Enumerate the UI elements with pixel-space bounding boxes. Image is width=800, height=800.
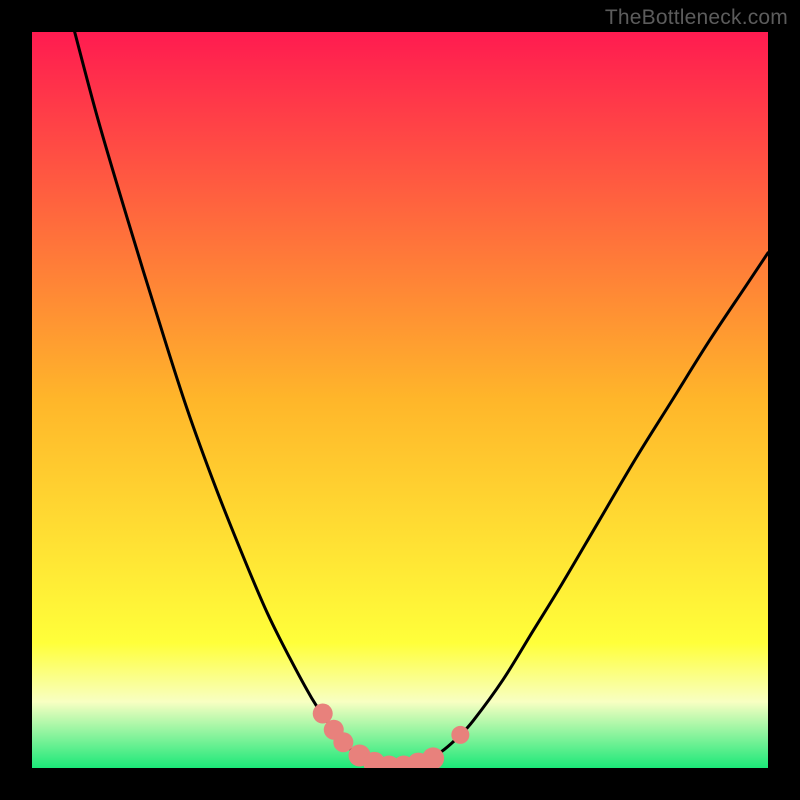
line-chart-svg: [32, 32, 768, 768]
marker-group: [313, 704, 470, 768]
curve-marker: [313, 704, 333, 724]
curve-marker: [333, 732, 353, 752]
watermark-text: TheBottleneck.com: [605, 6, 788, 30]
chart-plot-area: [32, 32, 768, 768]
curve-marker: [451, 726, 469, 744]
bottleneck-curve: [75, 32, 768, 767]
